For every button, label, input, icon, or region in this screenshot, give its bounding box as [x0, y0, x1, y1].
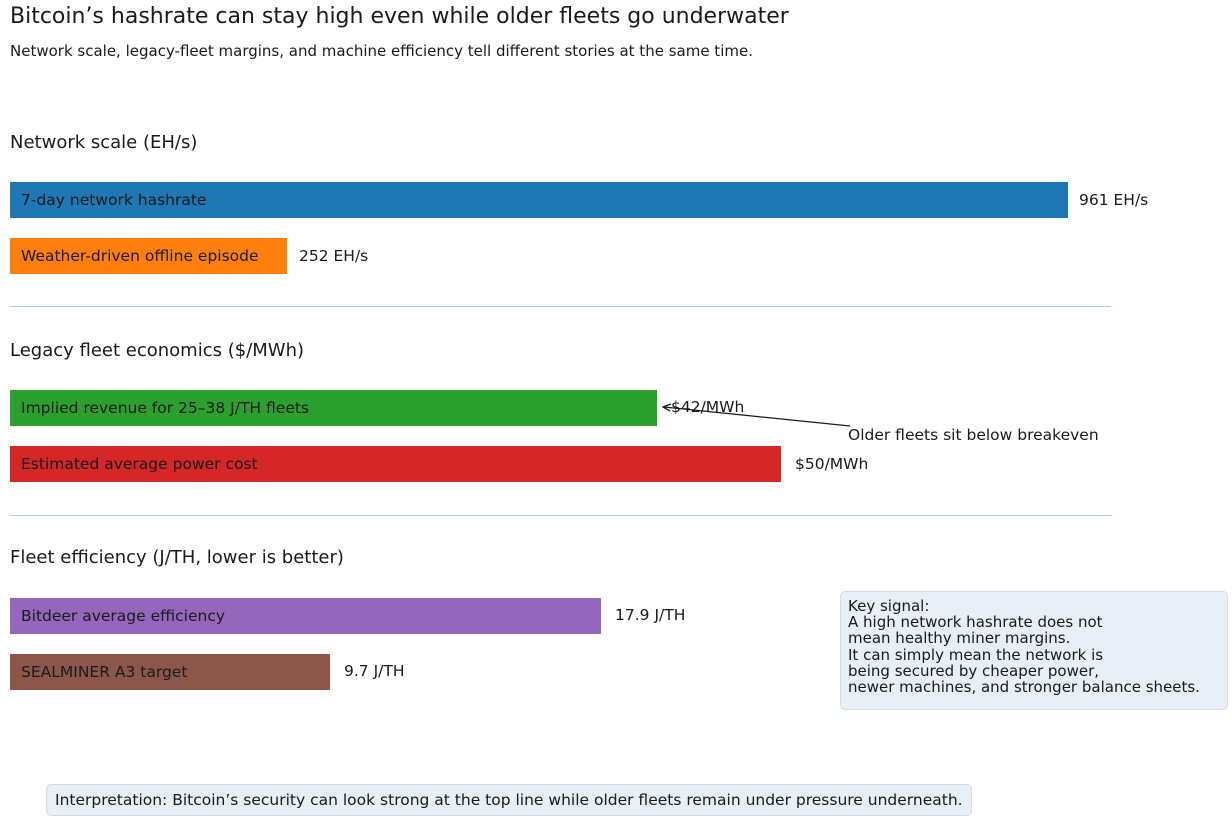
- chart-subtitle: Network scale, legacy-fleet margins, and…: [10, 42, 753, 60]
- key-signal-line: being secured by cheaper power,: [848, 661, 1100, 680]
- bar-sealminer-target: SEALMINER A3 target: [10, 654, 330, 690]
- section-title-network-scale: Network scale (EH/s): [10, 132, 198, 153]
- interpretation-note: Interpretation: Bitcoin’s security can l…: [46, 784, 972, 816]
- section-title-fleet-efficiency: Fleet efficiency (J/TH, lower is better): [10, 547, 344, 568]
- key-signal-line: A high network hashrate does not: [848, 613, 1103, 632]
- bar-label: 7-day network hashrate: [21, 191, 207, 209]
- bar-label: Estimated average power cost: [21, 455, 258, 473]
- bar-network-hashrate: 7-day network hashrate: [10, 182, 1068, 218]
- bar-label: Implied revenue for 25–38 J/TH fleets: [21, 399, 310, 417]
- value-label-offline-episode: 252 EH/s: [299, 247, 369, 265]
- key-signal-box: Key signal: A high network hashrate does…: [840, 591, 1228, 710]
- section-divider: [10, 306, 1111, 307]
- value-label-power-cost: $50/MWh: [795, 455, 869, 473]
- key-signal-line: Key signal:: [848, 597, 930, 615]
- bar-implied-revenue: Implied revenue for 25–38 J/TH fleets: [10, 390, 657, 426]
- bar-label: Weather-driven offline episode: [21, 247, 259, 265]
- value-label-implied-revenue: $42/MWh: [671, 398, 745, 416]
- section-divider: [10, 515, 1111, 516]
- bar-bitdeer-efficiency: Bitdeer average efficiency: [10, 598, 601, 634]
- value-label-sealminer-target: 9.7 J/TH: [344, 662, 405, 680]
- value-label-bitdeer-efficiency: 17.9 J/TH: [615, 606, 686, 624]
- key-signal-line: mean healthy miner margins.: [848, 629, 1071, 648]
- key-signal-line: newer machines, and stronger balance she…: [848, 678, 1200, 697]
- bar-power-cost: Estimated average power cost: [10, 446, 781, 482]
- chart-title: Bitcoin’s hashrate can stay high even wh…: [10, 4, 789, 29]
- key-signal-line: It can simply mean the network is: [848, 645, 1104, 664]
- bar-label: Bitdeer average efficiency: [21, 607, 226, 625]
- annotation-breakeven: Older fleets sit below breakeven: [848, 426, 1099, 444]
- bar-offline-episode: Weather-driven offline episode: [10, 238, 287, 274]
- value-label-network-hashrate: 961 EH/s: [1079, 191, 1149, 209]
- bar-label: SEALMINER A3 target: [21, 663, 188, 681]
- section-title-legacy-economics: Legacy fleet economics ($/MWh): [10, 340, 305, 361]
